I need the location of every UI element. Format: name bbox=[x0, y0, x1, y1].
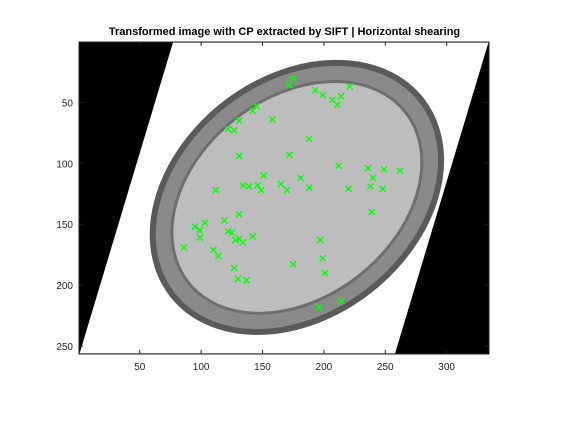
control-point bbox=[286, 81, 294, 89]
control-point bbox=[283, 186, 291, 194]
y-tick-label: 250 bbox=[56, 342, 73, 353]
control-point bbox=[369, 174, 377, 182]
control-point bbox=[212, 186, 220, 194]
control-point bbox=[234, 275, 242, 283]
control-point bbox=[196, 234, 204, 242]
control-point bbox=[379, 185, 387, 193]
control-point bbox=[344, 185, 352, 193]
control-point bbox=[277, 180, 285, 188]
control-point bbox=[196, 226, 204, 234]
control-point bbox=[380, 165, 388, 173]
control-point bbox=[364, 164, 372, 172]
control-point bbox=[335, 162, 343, 170]
x-tick-label: 50 bbox=[134, 362, 146, 373]
x-tick-label: 250 bbox=[377, 362, 394, 373]
control-point bbox=[254, 181, 262, 189]
control-point bbox=[368, 208, 376, 216]
control-point bbox=[209, 246, 217, 254]
control-point bbox=[305, 135, 313, 143]
control-point bbox=[249, 107, 257, 115]
control-point bbox=[297, 174, 305, 182]
control-point bbox=[191, 223, 199, 231]
control-point bbox=[319, 91, 327, 99]
x-tick-label: 100 bbox=[193, 362, 210, 373]
x-axis: 50 100 150 200 250 300 bbox=[134, 42, 455, 373]
control-point bbox=[305, 184, 313, 192]
control-point bbox=[311, 86, 319, 94]
axes-box bbox=[78, 41, 490, 355]
y-tick-label: 100 bbox=[56, 159, 73, 170]
control-point bbox=[243, 276, 251, 284]
x-tick-label: 200 bbox=[316, 362, 333, 373]
control-point bbox=[201, 219, 209, 227]
control-point bbox=[316, 236, 324, 244]
x-tick-label: 300 bbox=[438, 362, 455, 373]
chart-title: Transformed image with CP extracted by S… bbox=[109, 26, 460, 38]
control-point bbox=[319, 254, 327, 262]
control-point bbox=[367, 182, 375, 190]
control-point bbox=[333, 101, 341, 109]
control-point bbox=[230, 264, 238, 272]
control-point bbox=[224, 125, 232, 133]
control-point bbox=[337, 297, 345, 305]
control-point bbox=[235, 210, 243, 218]
plot-area: 50 100 150 200 250 300 50 100 150 200 250 bbox=[56, 41, 490, 373]
y-axis: 50 100 150 200 250 bbox=[56, 98, 489, 353]
control-point bbox=[235, 117, 243, 125]
x-tick-label: 150 bbox=[254, 362, 271, 373]
control-point bbox=[252, 102, 260, 110]
control-point bbox=[260, 171, 268, 179]
control-point bbox=[286, 151, 294, 159]
control-point bbox=[268, 115, 276, 123]
control-point bbox=[239, 181, 247, 189]
control-point bbox=[239, 238, 247, 246]
control-point bbox=[321, 269, 329, 277]
control-points-layer bbox=[180, 74, 404, 311]
control-point bbox=[315, 303, 323, 311]
control-point bbox=[289, 260, 297, 268]
control-point bbox=[249, 232, 257, 240]
control-point bbox=[228, 229, 236, 237]
control-point bbox=[180, 243, 188, 251]
control-point bbox=[220, 217, 228, 225]
control-point bbox=[337, 92, 345, 100]
y-tick-label: 50 bbox=[62, 98, 74, 109]
control-point bbox=[289, 74, 297, 82]
control-point bbox=[245, 182, 253, 190]
control-point bbox=[214, 252, 222, 260]
y-tick-label: 150 bbox=[56, 220, 73, 231]
coin-inner-face bbox=[170, 80, 424, 315]
y-tick-label: 200 bbox=[56, 281, 73, 292]
control-point bbox=[396, 167, 404, 175]
control-point bbox=[257, 186, 265, 194]
control-point bbox=[235, 152, 243, 160]
control-point bbox=[346, 82, 354, 90]
control-point bbox=[230, 126, 238, 134]
